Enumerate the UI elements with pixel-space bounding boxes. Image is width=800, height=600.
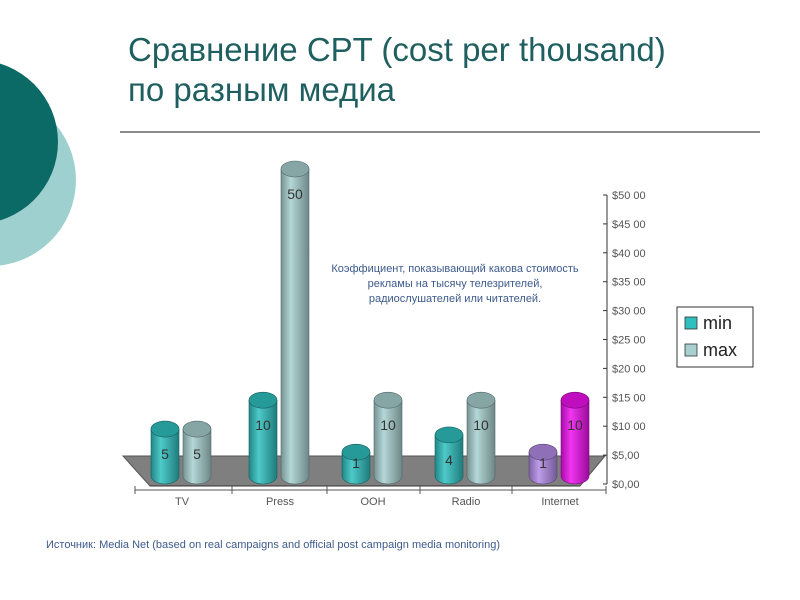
value-axis-tick-label: $25 00 xyxy=(612,335,646,347)
bar-min-press-body xyxy=(248,399,278,485)
bar-max-ooh-top xyxy=(373,391,403,409)
value-axis-tick-label: $5,00 xyxy=(612,450,640,462)
source-note: Источник: Media Net (based on real campa… xyxy=(46,539,500,551)
bar-max-radio-top xyxy=(466,391,496,409)
bar-min-tv: 5 xyxy=(150,420,180,485)
chart-annotation-line: рекламы на тысячу телезрителей, xyxy=(368,278,543,290)
chart-annotation-line: радиослушателей или читателей. xyxy=(369,293,541,305)
legend-label-min: min xyxy=(703,313,732,333)
slide-title-line-1: Сравнение CPT (cost per thousand) xyxy=(128,31,666,68)
bar-min-tv-body xyxy=(150,428,180,485)
value-axis-tick-label: $35 00 xyxy=(612,277,646,289)
category-label: OOH xyxy=(360,496,385,508)
title-divider xyxy=(120,131,760,133)
bar-min-ooh-top xyxy=(341,443,371,461)
bar-min-radio-body xyxy=(434,434,464,485)
data-label: 5 xyxy=(193,446,201,462)
legend-swatch-min xyxy=(684,316,698,330)
chart-legend: min max xyxy=(676,306,754,368)
value-axis-tick-label: $30 00 xyxy=(612,306,646,318)
category-label: Internet xyxy=(541,496,578,508)
deco-circle-dark xyxy=(0,63,58,221)
bar-max-internet: 10 xyxy=(560,391,590,485)
category-label: TV xyxy=(175,496,190,508)
data-label: 4 xyxy=(445,452,453,468)
slide-title: Сравнение CPT (cost per thousand) по раз… xyxy=(128,30,666,110)
category-label: Radio xyxy=(452,496,481,508)
decorative-circles xyxy=(0,63,76,266)
value-axis-tick-label: $45 00 xyxy=(612,219,646,231)
data-label: 10 xyxy=(380,417,396,433)
data-label: 1 xyxy=(352,455,360,471)
legend-label-max: max xyxy=(703,340,737,360)
bar-max-tv: 5 xyxy=(182,420,212,485)
bar-max-press-top xyxy=(280,160,310,178)
bar-min-tv-top xyxy=(150,420,180,438)
data-label: 10 xyxy=(567,417,583,433)
bar-max-radio-body xyxy=(466,399,496,485)
bar-min-press-top xyxy=(248,391,278,409)
bar-max-press-body xyxy=(280,168,310,485)
value-axis-tick-label: $10 00 xyxy=(612,421,646,433)
bar-min-ooh-body xyxy=(341,451,371,485)
slide-title-line-2: по разным медиа xyxy=(128,71,396,108)
category-label: Press xyxy=(266,496,295,508)
value-axis-tick-label: $50 00 xyxy=(612,190,646,202)
bar-max-ooh: 10 xyxy=(373,391,403,485)
data-label: 10 xyxy=(473,417,489,433)
value-axis-tick-label: $40 00 xyxy=(612,248,646,260)
bar-max-tv-body xyxy=(182,428,212,485)
bar-max-radio: 10 xyxy=(466,391,496,485)
bar-min-internet-body xyxy=(528,451,558,485)
bar-min-radio: 4 xyxy=(434,426,464,485)
data-label: 1 xyxy=(539,455,547,471)
bar-min-press: 10 xyxy=(248,391,278,485)
bar-min-internet-top xyxy=(528,443,558,461)
data-label: 5 xyxy=(161,446,169,462)
bar-max-press: 50 xyxy=(280,160,310,485)
bar-min-internet: 1 xyxy=(528,443,558,485)
chart-annotation-line: Коэффициент, показывающий какова стоимос… xyxy=(331,263,579,275)
bar-min-ooh: 1 xyxy=(341,443,371,485)
bar-min-radio-top xyxy=(434,426,464,444)
bar-max-internet-top xyxy=(560,391,590,409)
bar-max-internet-body xyxy=(560,399,590,485)
bar-max-ooh-body xyxy=(373,399,403,485)
value-axis-tick-label: $0,00 xyxy=(612,479,640,491)
legend-swatch-max xyxy=(684,343,698,357)
bar-max-tv-top xyxy=(182,420,212,438)
value-axis-tick-label: $15 00 xyxy=(612,392,646,404)
data-label: 10 xyxy=(255,417,271,433)
value-axis-tick-label: $20 00 xyxy=(612,363,646,375)
data-label: 50 xyxy=(287,186,303,202)
